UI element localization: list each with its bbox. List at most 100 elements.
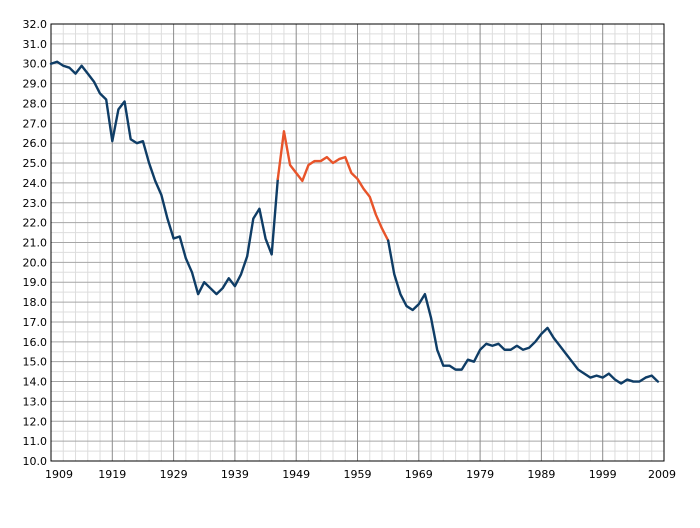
data-point	[503, 349, 505, 351]
data-point	[405, 305, 407, 307]
data-point	[74, 72, 76, 74]
data-point	[289, 164, 291, 166]
data-point	[473, 360, 475, 362]
plot-area-frame	[50, 23, 665, 462]
y-tick-label: 24.0	[23, 177, 48, 190]
data-point	[191, 271, 193, 273]
data-point	[393, 273, 395, 275]
y-tick-label: 17.0	[23, 316, 48, 329]
data-point	[117, 108, 119, 110]
data-point	[375, 213, 377, 215]
data-point	[411, 309, 413, 311]
x-tick-label: 1989	[527, 468, 555, 481]
x-tick-label: 1959	[344, 468, 372, 481]
data-point	[362, 188, 364, 190]
data-point	[602, 376, 604, 378]
data-point	[50, 63, 52, 65]
x-tick-label: 1979	[466, 468, 494, 481]
data-point	[651, 374, 653, 376]
y-tick-label: 31.0	[23, 38, 48, 51]
x-axis-tick-labels: 1909 1919 1929 1939 1949 1959 1969 1979 1989 1999…	[45, 468, 676, 481]
y-tick-label: 14.0	[23, 376, 48, 389]
data-point	[424, 293, 426, 295]
x-tick-label: 1949	[282, 468, 310, 481]
y-tick-label: 29.0	[23, 78, 48, 91]
data-point	[369, 196, 371, 198]
data-point	[436, 349, 438, 351]
data-point	[62, 65, 64, 67]
data-point	[577, 368, 579, 370]
data-point	[638, 380, 640, 382]
y-tick-label: 11.0	[23, 435, 48, 448]
data-point	[252, 217, 254, 219]
data-point	[510, 349, 512, 351]
series-line-2	[276, 130, 390, 242]
y-tick-label: 20.0	[23, 256, 48, 269]
y-tick-label: 12.0	[23, 415, 48, 428]
data-point	[338, 158, 340, 160]
x-tick-label: 1929	[160, 468, 188, 481]
data-point	[313, 160, 315, 162]
data-point	[595, 374, 597, 376]
data-point	[179, 235, 181, 237]
data-point	[209, 287, 211, 289]
data-point	[356, 178, 358, 180]
data-point	[418, 303, 420, 305]
data-point	[197, 293, 199, 295]
data-point	[332, 162, 334, 164]
data-point	[320, 160, 322, 162]
data-point	[129, 138, 131, 140]
x-tick-label: 1939	[221, 468, 249, 481]
x-tick-label: 1909	[45, 468, 73, 481]
data-point	[657, 380, 659, 382]
y-tick-label: 15.0	[23, 356, 48, 369]
data-point	[148, 162, 150, 164]
y-tick-label: 23.0	[23, 197, 48, 210]
data-point	[350, 172, 352, 174]
data-point	[80, 65, 82, 67]
data-point	[344, 156, 346, 158]
y-tick-label: 10.0	[23, 455, 48, 468]
data-point	[68, 67, 70, 69]
data-point	[620, 382, 622, 384]
data-point	[283, 130, 285, 132]
data-point	[221, 287, 223, 289]
series-lines	[49, 60, 660, 385]
data-point	[589, 376, 591, 378]
data-point	[546, 327, 548, 329]
data-point	[136, 142, 138, 144]
data-point	[240, 273, 242, 275]
y-tick-label: 21.0	[23, 237, 48, 250]
data-point	[387, 239, 389, 241]
y-tick-label: 22.0	[23, 217, 48, 230]
data-point	[467, 359, 469, 361]
data-point	[56, 61, 58, 63]
data-point	[442, 364, 444, 366]
data-point	[111, 140, 113, 142]
data-point	[99, 92, 101, 94]
data-point	[301, 180, 303, 182]
data-point	[381, 227, 383, 229]
y-tick-label: 27.0	[23, 117, 48, 130]
data-point	[154, 180, 156, 182]
data-point	[185, 257, 187, 259]
data-point	[644, 376, 646, 378]
data-point	[583, 372, 585, 374]
x-tick-label: 1969	[405, 468, 433, 481]
data-point	[172, 237, 174, 239]
y-tick-label: 18.0	[23, 296, 48, 309]
data-point	[559, 345, 561, 347]
y-tick-label: 28.0	[23, 97, 48, 110]
x-tick-label: 1999	[589, 468, 617, 481]
data-point	[479, 349, 481, 351]
data-point	[160, 194, 162, 196]
data-point	[277, 178, 279, 180]
data-point	[105, 98, 107, 100]
y-tick-label: 32.0	[23, 18, 48, 31]
data-point	[497, 343, 499, 345]
data-point	[540, 333, 542, 335]
data-point	[626, 378, 628, 380]
series-line-1	[49, 60, 280, 296]
data-point	[491, 345, 493, 347]
